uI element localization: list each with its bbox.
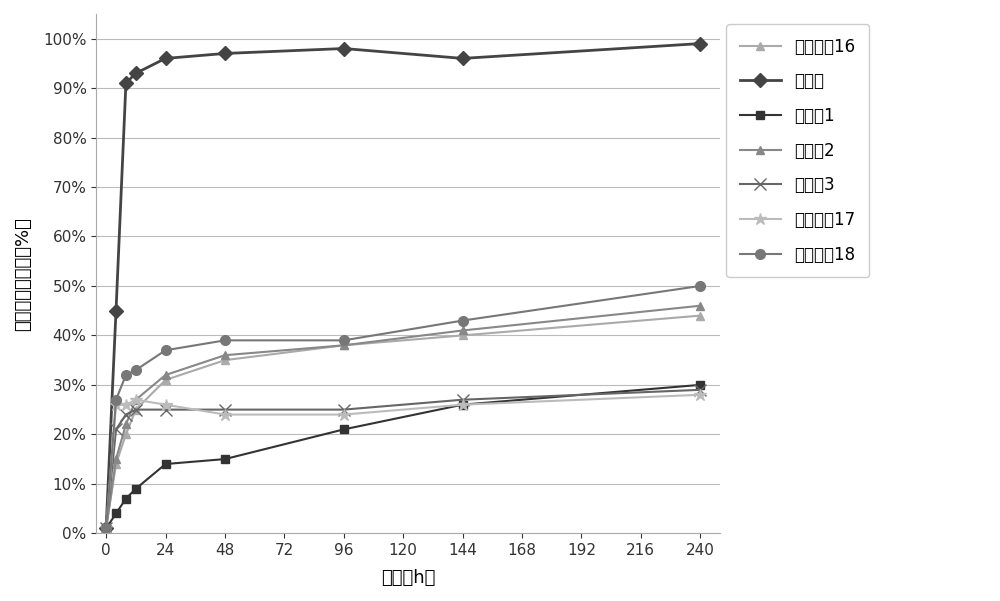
实施例3 (160, 406, 172, 413)
实施例1 (120, 495, 132, 502)
对照组 (130, 70, 142, 77)
实施例3 (130, 406, 142, 413)
载药颗剠17 (110, 401, 122, 408)
实施例1 (130, 485, 142, 492)
实施例3 (120, 411, 132, 418)
对照组 (110, 307, 122, 314)
实施例3 (219, 406, 231, 413)
载药颗剠18 (160, 347, 172, 354)
载药颗剠18 (457, 317, 469, 324)
X-axis label: 时间（h）: 时间（h） (381, 569, 435, 587)
实施例3 (100, 525, 112, 532)
载药颗剠17 (219, 411, 231, 418)
载药颗剠16 (338, 342, 350, 349)
载药颗剠17 (694, 391, 706, 398)
Line: 实施例1: 实施例1 (102, 380, 704, 532)
载药颗剠18 (110, 396, 122, 403)
载药颗剠17 (120, 401, 132, 408)
对照组 (120, 79, 132, 87)
载药颗剠17 (130, 396, 142, 403)
实施例2 (160, 371, 172, 379)
实施例2 (694, 302, 706, 310)
载药颗剠16 (110, 460, 122, 468)
载药颗剠16 (120, 431, 132, 438)
实施例1 (110, 510, 122, 517)
Line: 实施例2: 实施例2 (102, 302, 704, 532)
载药颗剠18 (338, 337, 350, 344)
载药颗剠17 (338, 411, 350, 418)
Y-axis label: 累积溶出百分比（%）: 累积溶出百分比（%） (14, 216, 32, 331)
载药颗剠18 (694, 282, 706, 290)
对照组 (100, 525, 112, 532)
实施例2 (100, 525, 112, 532)
实施例2 (457, 327, 469, 334)
载药颗剠16 (694, 312, 706, 319)
对照组 (160, 55, 172, 62)
载药颗剠18 (130, 367, 142, 374)
实施例1 (160, 460, 172, 468)
实施例2 (120, 421, 132, 428)
Line: 载药颗剠17: 载药颗剠17 (100, 388, 706, 534)
载药颗剠18 (219, 337, 231, 344)
实施例2 (110, 456, 122, 463)
载药颗剠18 (100, 525, 112, 532)
对照组 (694, 40, 706, 47)
Line: 实施例3: 实施例3 (101, 384, 706, 534)
载药颗剠16 (100, 525, 112, 532)
实施例1 (694, 381, 706, 388)
Line: 载药颗剠18: 载药颗剠18 (101, 281, 705, 533)
载药颗剠17 (457, 401, 469, 408)
实施例2 (219, 352, 231, 359)
实施例1 (100, 525, 112, 532)
对照组 (219, 50, 231, 57)
实施例1 (457, 401, 469, 408)
实施例3 (110, 426, 122, 433)
载药颗剠17 (100, 525, 112, 532)
对照组 (338, 45, 350, 52)
对照组 (457, 55, 469, 62)
实施例1 (219, 456, 231, 463)
实施例1 (338, 426, 350, 433)
实施例3 (338, 406, 350, 413)
Legend: 载药颗剠16, 对照组, 实施例1, 实施例2, 实施例3, 载药颗剠17, 载药颗剠18: 载药颗剠16, 对照组, 实施例1, 实施例2, 实施例3, 载药颗剠17, 载… (726, 24, 869, 277)
实施例3 (694, 386, 706, 394)
载药颗剠16 (130, 406, 142, 413)
Line: 对照组: 对照组 (101, 38, 705, 533)
实施例2 (338, 342, 350, 349)
载药颗剠16 (219, 356, 231, 364)
载药颗剠16 (160, 376, 172, 383)
实施例3 (457, 396, 469, 403)
载药颗剠16 (457, 332, 469, 339)
载药颗剠18 (120, 371, 132, 379)
实施例2 (130, 396, 142, 403)
载药颗剠17 (160, 401, 172, 408)
Line: 载药颗剠16: 载药颗剠16 (102, 311, 704, 532)
